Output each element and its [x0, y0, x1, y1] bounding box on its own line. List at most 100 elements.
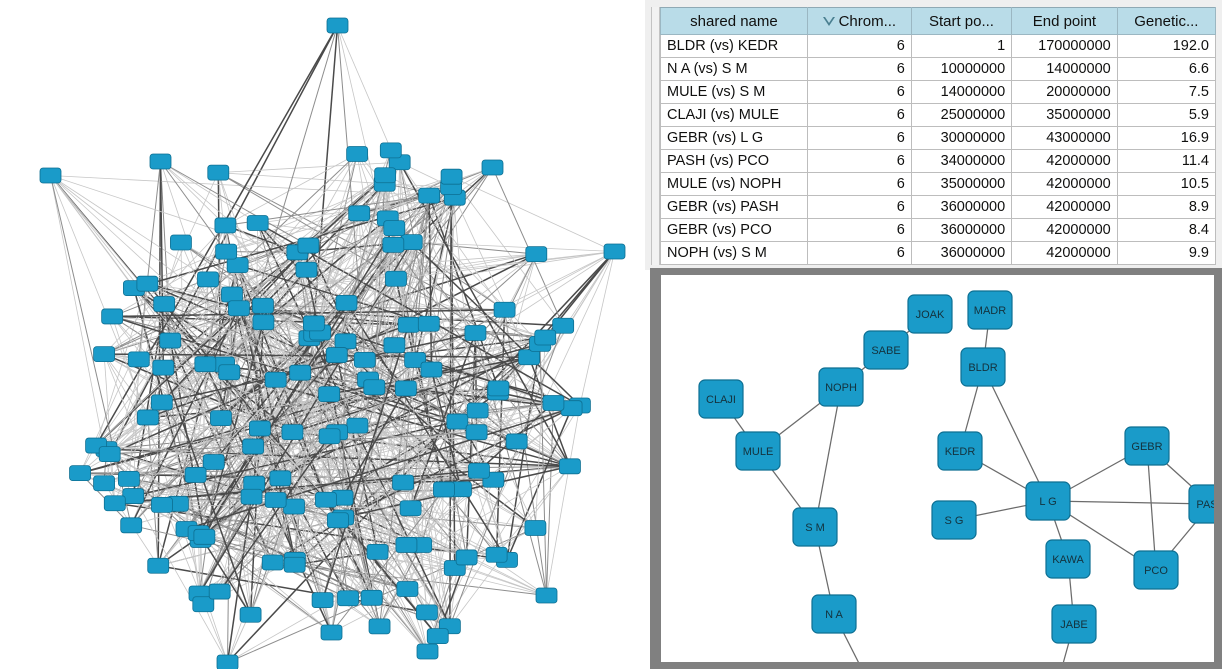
cell-start_point[interactable]: 25000000	[910, 103, 1013, 127]
hairball-node[interactable]	[382, 236, 405, 253]
cell-shared_name[interactable]: PASH (vs) PCO	[660, 149, 808, 173]
hairball-node[interactable]	[252, 314, 275, 331]
hairball-node[interactable]	[552, 317, 575, 334]
hairball-node[interactable]	[208, 583, 231, 600]
cell-start_point[interactable]: 36000000	[910, 241, 1013, 265]
column-header-chromosome[interactable]: Chrom...	[806, 7, 912, 35]
hairball-node[interactable]	[120, 517, 143, 534]
cell-genetic[interactable]: 11.4	[1116, 149, 1217, 173]
hairball-node[interactable]	[326, 17, 349, 34]
cell-shared_name[interactable]: MULE (vs) NOPH	[660, 172, 808, 196]
cell-end_point[interactable]: 42000000	[1011, 195, 1118, 219]
node-shape[interactable]	[1045, 539, 1091, 579]
hairball-node[interactable]	[505, 433, 528, 450]
cell-chromosome[interactable]: 6	[806, 218, 912, 242]
hairball-node[interactable]	[335, 294, 358, 311]
hairball-node[interactable]	[98, 446, 121, 463]
hairball-node[interactable]	[325, 347, 348, 363]
node-shape[interactable]	[818, 367, 864, 407]
subnetwork-edge[interactable]	[1146, 445, 1157, 571]
hairball-node[interactable]	[216, 654, 239, 669]
hairball-node[interactable]	[433, 481, 455, 498]
hairball-node[interactable]	[334, 333, 357, 350]
hairball-node[interactable]	[360, 589, 383, 606]
cell-chromosome[interactable]: 6	[806, 241, 912, 265]
hairball-node[interactable]	[542, 395, 565, 411]
hairball-node[interactable]	[207, 164, 230, 181]
hairball-node[interactable]	[202, 454, 225, 470]
cell-genetic[interactable]: 7.5	[1116, 80, 1217, 104]
hairball-node[interactable]	[397, 316, 420, 333]
hairball-node[interactable]	[465, 424, 488, 441]
cell-start_point[interactable]: 30000000	[910, 126, 1013, 150]
table-row[interactable]: GEBR (vs) PCO 6 36000000 42000000 8.4	[660, 218, 1217, 242]
cell-end_point[interactable]: 43000000	[1011, 126, 1118, 150]
cell-shared_name[interactable]: GEBR (vs) L G	[660, 126, 808, 150]
subnetwork-edge[interactable]	[814, 386, 842, 528]
edge-table-panel[interactable]: shared name Chrom... Start po... End poi…	[645, 0, 1222, 270]
hairball-node[interactable]	[101, 308, 124, 325]
hairball-node[interactable]	[417, 315, 440, 332]
table-row[interactable]: MULE (vs) S M 6 14000000 20000000 7.5	[660, 80, 1217, 104]
hairball-node[interactable]	[485, 546, 508, 563]
cell-shared_name[interactable]: MULE (vs) S M	[660, 80, 808, 104]
hairball-node[interactable]	[69, 465, 91, 482]
node-shape[interactable]	[1188, 484, 1214, 524]
node-shape[interactable]	[967, 290, 1013, 330]
node-shape[interactable]	[907, 294, 953, 334]
hairball-node[interactable]	[392, 474, 414, 491]
node-shape[interactable]	[698, 379, 744, 419]
subnetwork-node[interactable]: PASH	[1188, 484, 1214, 524]
subnetwork-node[interactable]: NOPH	[818, 367, 864, 407]
hairball-node[interactable]	[283, 556, 306, 573]
hairball-node[interactable]	[249, 420, 271, 437]
hairball-node[interactable]	[281, 424, 304, 441]
subnetwork-node[interactable]: KAWA	[1045, 539, 1091, 579]
hairball-node[interactable]	[283, 498, 305, 515]
subnetwork-node[interactable]: JOAK	[907, 294, 953, 334]
cell-chromosome[interactable]: 6	[806, 149, 912, 173]
cell-shared_name[interactable]: CLAJI (vs) MULE	[660, 103, 808, 127]
hairball-node[interactable]	[320, 624, 343, 641]
subnetwork-node[interactable]: MADR	[967, 290, 1013, 330]
hairball-node[interactable]	[150, 394, 173, 411]
cell-start_point[interactable]: 36000000	[910, 195, 1013, 219]
table-row[interactable]: CLAJI (vs) MULE 6 25000000 35000000 5.9	[660, 103, 1217, 127]
hairball-node[interactable]	[240, 488, 263, 505]
table-vertical-scrollbar[interactable]	[651, 7, 660, 265]
hairball-node[interactable]	[363, 379, 386, 396]
cell-start_point[interactable]: 34000000	[910, 149, 1013, 173]
cell-genetic[interactable]: 5.9	[1116, 103, 1217, 127]
hairball-node[interactable]	[184, 467, 207, 483]
node-shape[interactable]	[1124, 426, 1170, 466]
subnetwork-node[interactable]: GEBR	[1124, 426, 1170, 466]
hairball-node[interactable]	[455, 549, 478, 566]
hairball-node[interactable]	[416, 604, 438, 621]
hairball-node[interactable]	[420, 361, 443, 378]
subnetwork-node[interactable]: L G	[1025, 481, 1071, 521]
hairball-node[interactable]	[226, 257, 249, 274]
cell-chromosome[interactable]: 6	[806, 34, 912, 58]
subnetwork-node[interactable]: CLAJI	[698, 379, 744, 419]
cell-end_point[interactable]: 42000000	[1011, 149, 1118, 173]
hairball-node[interactable]	[404, 352, 427, 368]
subnetwork-node[interactable]: PCO	[1133, 550, 1179, 590]
column-header-genetic[interactable]: Genetic...	[1116, 7, 1217, 35]
hairball-node[interactable]	[487, 380, 510, 397]
hairball-node[interactable]	[466, 402, 489, 419]
cell-end_point[interactable]: 42000000	[1011, 218, 1118, 242]
table-row[interactable]: PASH (vs) PCO 6 34000000 42000000 11.4	[660, 149, 1217, 173]
hairball-node[interactable]	[210, 410, 232, 427]
table-row[interactable]: NOPH (vs) S M 6 36000000 42000000 9.9	[660, 241, 1217, 265]
cell-chromosome[interactable]: 6	[806, 103, 912, 127]
hairball-node[interactable]	[400, 234, 423, 251]
subnetwork-node[interactable]: N A	[811, 594, 857, 634]
hairball-node[interactable]	[464, 325, 487, 341]
cell-end_point[interactable]: 35000000	[1011, 103, 1118, 127]
hairball-node[interactable]	[395, 537, 418, 553]
table-row[interactable]: GEBR (vs) L G 6 30000000 43000000 16.9	[660, 126, 1217, 150]
hairball-node[interactable]	[518, 349, 541, 366]
hairball-node[interactable]	[289, 364, 312, 381]
table-row[interactable]: GEBR (vs) PASH 6 36000000 42000000 8.9	[660, 195, 1217, 219]
